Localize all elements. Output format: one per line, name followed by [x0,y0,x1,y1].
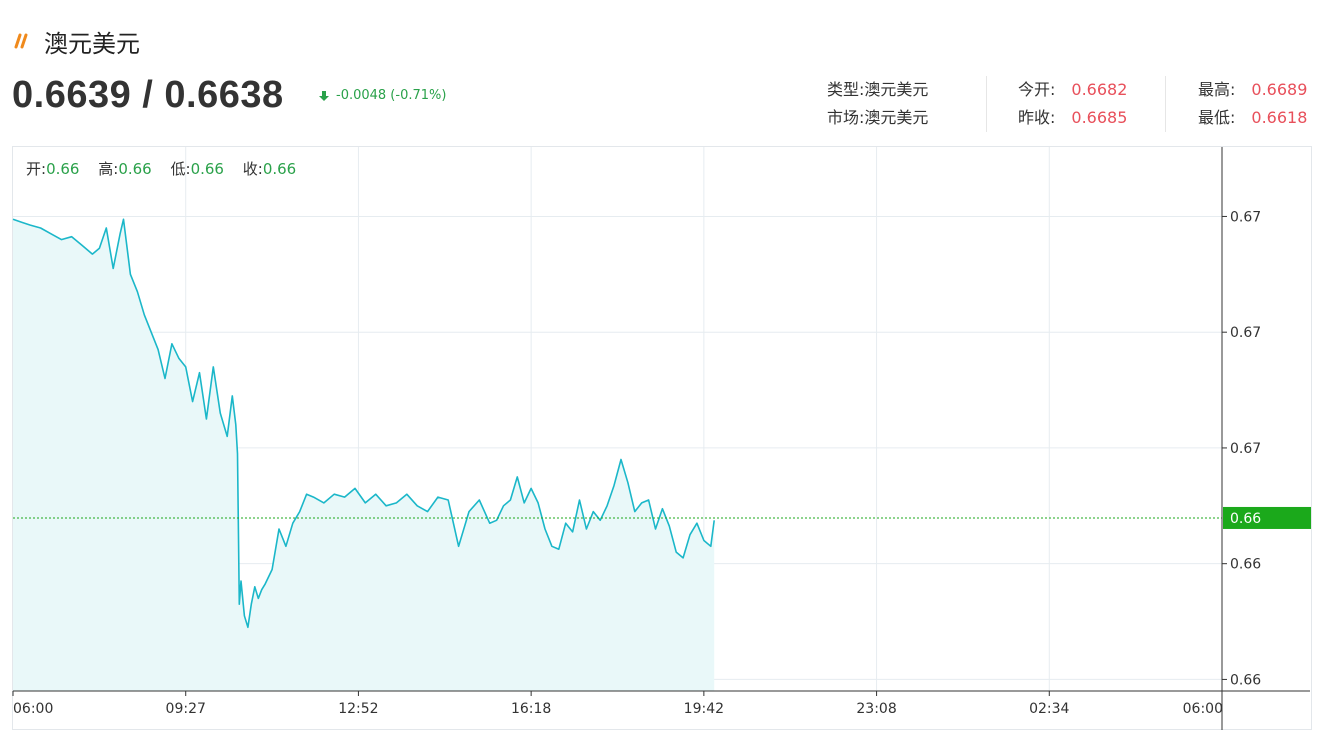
y-tick-label: 0.66 [1230,557,1261,573]
x-tick-label: 06:00 [1183,701,1223,717]
x-tick-label: 19:42 [684,701,724,717]
info-open-label: 今开: [1018,80,1056,99]
price-area-fill [13,219,715,692]
current-price-label: 0.66 [1230,511,1261,527]
price-change: -0.0048 (-0.71%) [318,88,446,103]
info-low: 最低: 0.6618 [1198,104,1307,132]
arrow-down-icon [319,90,329,101]
info-divider [986,76,987,132]
y-tick-label: 0.66 [1230,672,1261,688]
x-tick-label: 12:52 [338,701,378,717]
price-line [12,218,715,629]
info-prev-close-label: 昨收: [1018,108,1056,127]
info-type-label: 类型: [827,80,865,99]
ohlc-readout: 开:0.66 高:0.66 低:0.66 收:0.66 [26,158,296,179]
y-tick-label: 0.67 [1230,325,1261,341]
info-prev-close: 昨收: 0.6685 [1018,104,1127,132]
info-low-value: 0.6618 [1251,108,1308,127]
ohlc-open-value: 0.66 [46,160,80,178]
y-tick-label: 0.67 [1230,209,1261,225]
info-high-label: 最高: [1198,80,1236,99]
x-tick-label: 16:18 [511,701,551,717]
info-high-value: 0.6689 [1251,80,1308,99]
x-tick-label: 09:27 [166,701,206,717]
info-type: 类型:澳元美元 [827,76,928,104]
info-type-value: 澳元美元 [864,80,929,99]
ohlc-close-label: 收: [242,160,263,178]
x-tick-label: 23:08 [856,701,896,717]
ohlc-high-label: 高: [98,160,119,178]
chart-frame [12,146,1312,730]
bid-ask-quote: 0.6639 / 0.6638 [12,74,284,116]
double-slash-logo-icon [14,33,28,49]
current-price-badge [1223,506,1311,529]
y-tick-label: 0.67 [1230,441,1261,457]
info-prev-close-value: 0.6685 [1071,108,1128,127]
info-market: 市场:澳元美元 [827,104,928,132]
info-market-value: 澳元美元 [864,108,929,127]
ohlc-open-label: 开: [26,160,47,178]
info-row: 市场:澳元美元 昨收: 0.6685 最低: 0.6618 [800,104,1314,132]
info-low-label: 最低: [1198,108,1236,127]
x-tick-label: 06:00 [13,701,53,717]
ohlc-low-value: 0.66 [190,160,224,178]
info-market-label: 市场: [827,108,865,127]
ohlc-high-value: 0.66 [118,160,152,178]
ohlc-close-value: 0.66 [262,160,297,178]
ohlc-low-label: 低: [170,160,191,178]
quote-info-table: 类型:澳元美元 今开: 0.6682 最高: 0.6689 市场:澳元美元 昨收: 0… [800,74,1314,134]
header: 澳元美元 [14,26,140,58]
info-divider [1165,76,1166,132]
price-change-text: -0.0048 (-0.71%) [336,88,447,103]
info-row: 类型:澳元美元 今开: 0.6682 最高: 0.6689 [800,76,1314,104]
info-open-value: 0.6682 [1071,80,1128,99]
info-open: 今开: 0.6682 [1018,76,1127,104]
info-high: 最高: 0.6689 [1198,76,1307,104]
x-tick-label: 02:34 [1029,701,1069,717]
page-title: 澳元美元 [44,29,140,58]
